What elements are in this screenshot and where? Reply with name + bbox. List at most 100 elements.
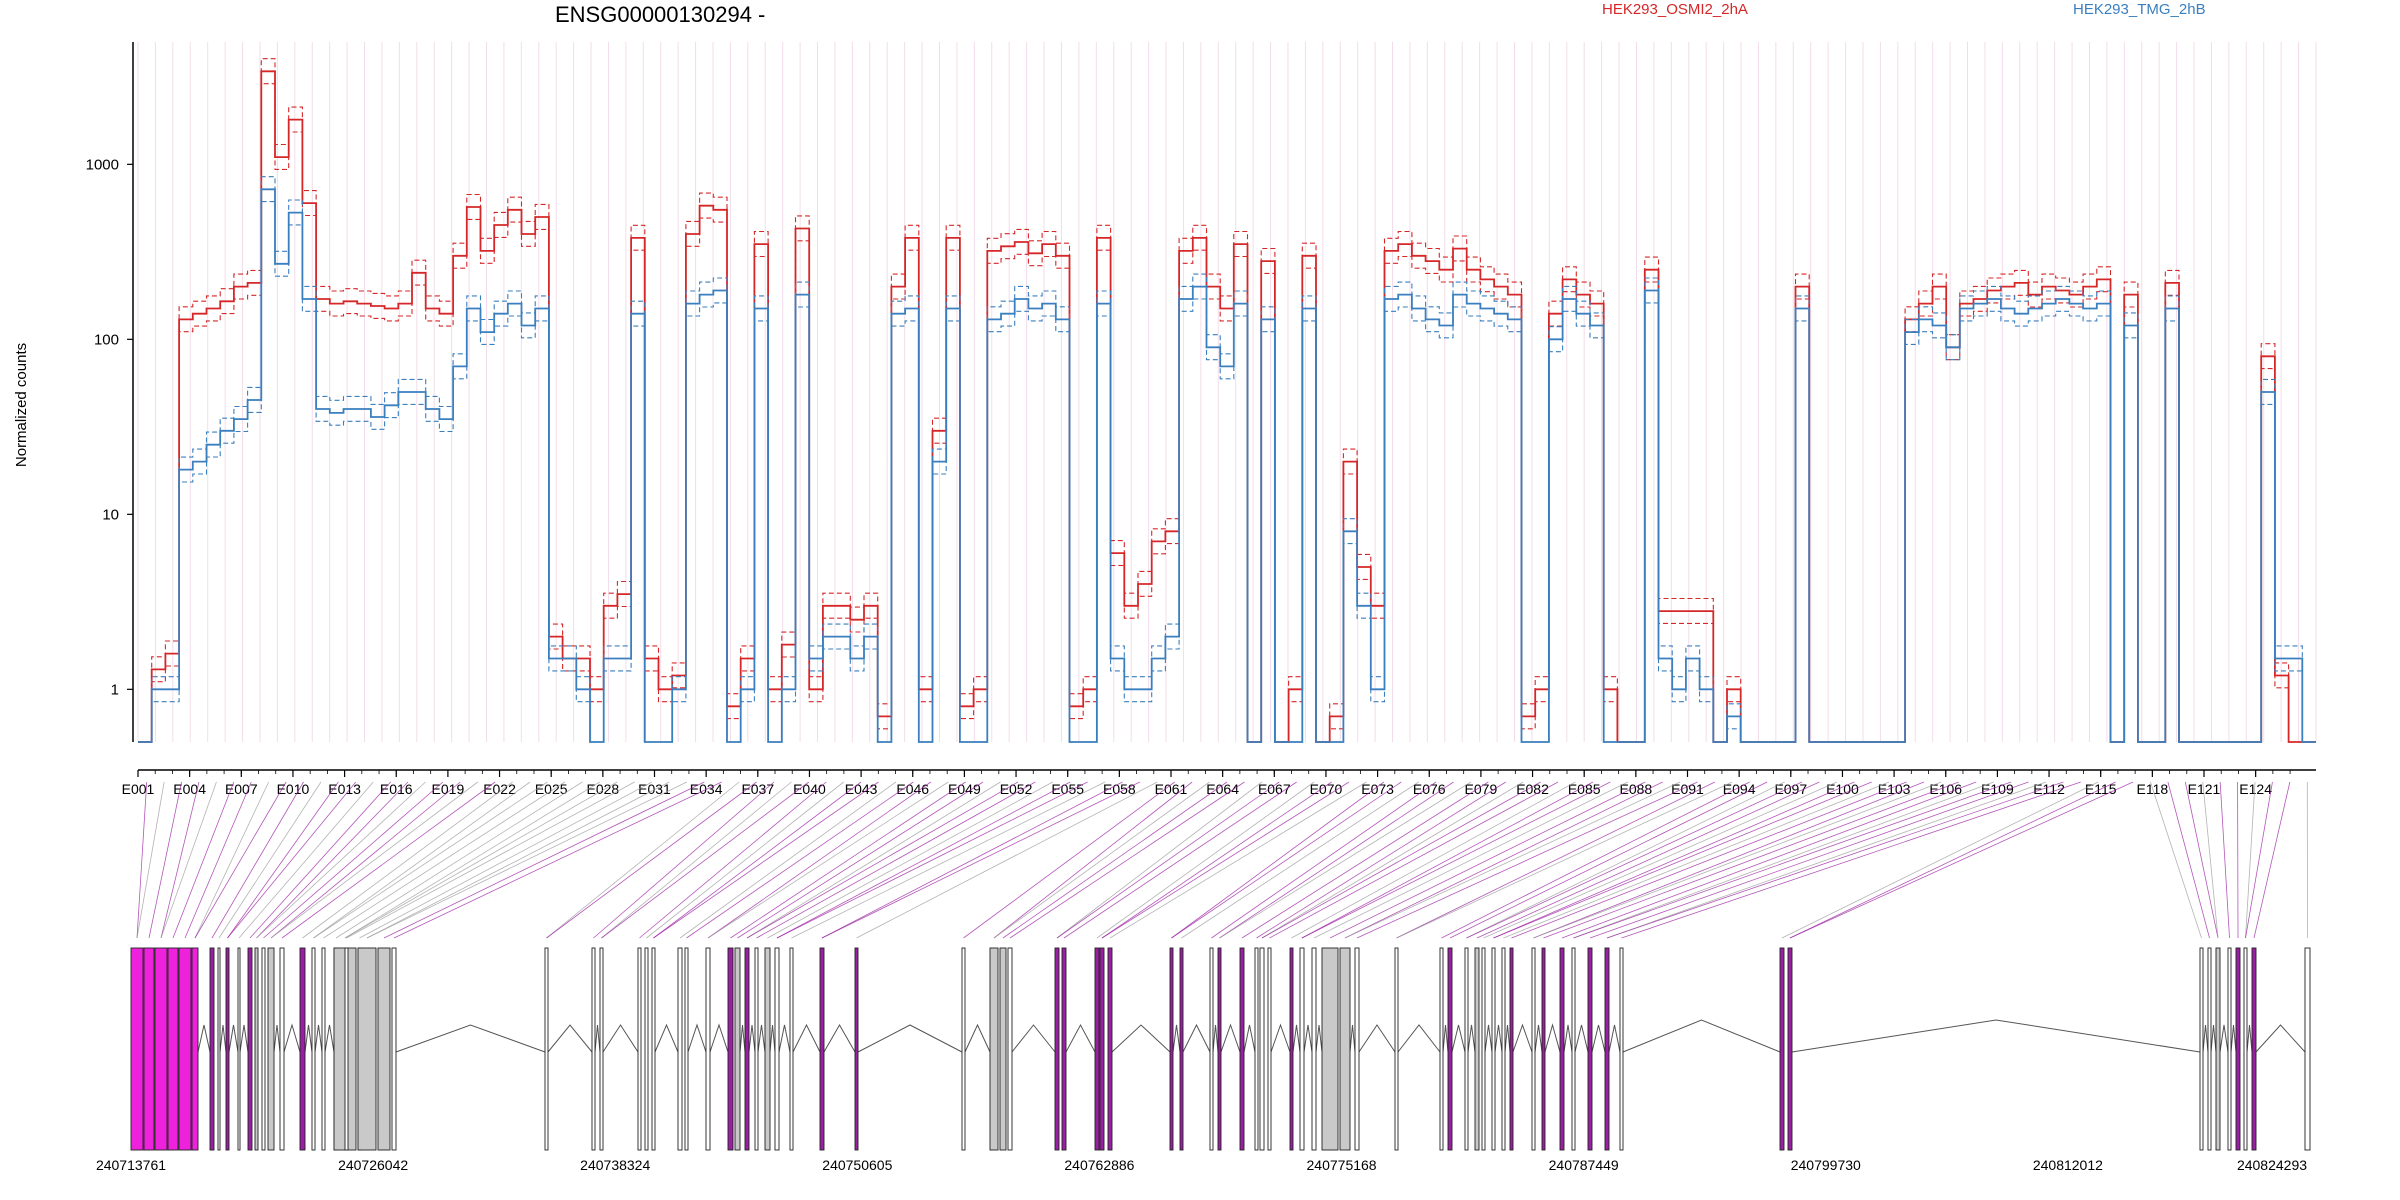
- exon-connector: [393, 781, 722, 939]
- intron-line: [1563, 1024, 1573, 1053]
- exon-label: E037: [741, 781, 774, 797]
- exon-block: [1541, 947, 1546, 1151]
- exon-block: [1394, 947, 1399, 1151]
- exon-block: [1054, 947, 1060, 1151]
- exon-block: [247, 947, 253, 1151]
- exon-connector: [2202, 781, 2219, 939]
- exon-connector: [821, 781, 1141, 939]
- exon-connector: [776, 781, 1088, 939]
- exon-label: E067: [1258, 781, 1291, 797]
- exon-block: [1559, 947, 1565, 1151]
- exon-connector: [1561, 781, 1977, 939]
- exon-connector: [1171, 781, 1385, 939]
- exon-label: E082: [1516, 781, 1549, 797]
- intron-line: [547, 1024, 593, 1053]
- intron-line: [1270, 1023, 1291, 1053]
- exon-label: E103: [1878, 781, 1911, 797]
- intron-line: [1212, 1024, 1219, 1053]
- exon-block: [311, 947, 316, 1151]
- exon-connector: [1781, 781, 2099, 939]
- exon-connector: [1063, 781, 1297, 939]
- exon-block: [705, 947, 711, 1151]
- intron-line: [1534, 1024, 1543, 1053]
- genomic-coordinate: 240726042: [338, 1157, 408, 1173]
- genomic-coordinate: 240787449: [1549, 1157, 1619, 1173]
- exon-connector: [1573, 781, 1994, 939]
- exon-block: [1501, 947, 1506, 1151]
- exon-connector: [653, 781, 879, 939]
- intron-line: [1574, 1024, 1589, 1053]
- exon-block: [167, 947, 179, 1151]
- intron-line: [1397, 1024, 1441, 1053]
- exon-block: [143, 947, 155, 1151]
- exon-connector: [1261, 781, 1524, 939]
- exon-connector: [136, 781, 148, 939]
- exon-block: [279, 947, 285, 1151]
- tmg-series-line-replicate: [138, 176, 2316, 743]
- exon-connector: [707, 781, 949, 939]
- exon-block: [178, 947, 192, 1151]
- exon-label: E061: [1155, 781, 1188, 797]
- intron-line: [2246, 1024, 2253, 1053]
- exon-connector: [1344, 781, 1663, 939]
- exon-connector: [1533, 781, 1942, 939]
- exon-block: [130, 947, 144, 1151]
- exon-block: [1299, 947, 1305, 1151]
- exon-connector: [639, 781, 827, 939]
- exon-block: [1531, 947, 1536, 1151]
- intron-line: [228, 1024, 239, 1053]
- exon-label-row: E001 E004 E007 E010 E013 E016 E019 E022 E025 E028…: [122, 770, 2291, 797]
- exon-block: [1619, 947, 1624, 1151]
- exon-connector: [1329, 781, 1646, 939]
- intron-line: [1243, 1024, 1256, 1053]
- exon-connector: [1301, 781, 1594, 939]
- exon-connector: [791, 781, 1106, 939]
- exon-block: [1587, 947, 1593, 1151]
- exon-block: [1604, 947, 1610, 1151]
- exon-label: E088: [1619, 781, 1652, 797]
- exon-connector: [1313, 781, 1628, 939]
- exon-label: E040: [793, 781, 826, 797]
- exon-connector: [1211, 781, 1437, 939]
- exon-connector: [2253, 781, 2291, 939]
- exon-connector: [1344, 781, 1681, 939]
- genomic-coordinate: 240713761: [96, 1157, 166, 1173]
- exon-block: [1209, 947, 1214, 1151]
- y-tick-label: 10: [102, 506, 119, 523]
- exon-block: [2243, 947, 2248, 1151]
- exon-block: [1787, 947, 1793, 1151]
- exon-block: [1321, 947, 1339, 1151]
- exon-block: [154, 947, 168, 1151]
- intron-line: [1467, 1024, 1476, 1053]
- y-tick-label: 100: [94, 331, 119, 348]
- intron-line: [2210, 1024, 2217, 1053]
- exon-connector: [746, 781, 1001, 939]
- exon-block: [1094, 947, 1100, 1151]
- exon-connector: [1171, 781, 1402, 939]
- intron-line: [792, 1023, 821, 1053]
- exon-connector: [1101, 781, 1332, 939]
- exon-connector: [686, 781, 914, 939]
- exon-connector: [359, 781, 653, 939]
- exon-block: [391, 947, 397, 1151]
- exon-connector: [646, 781, 844, 939]
- intron-line: [1111, 1024, 1171, 1053]
- intron-line: [964, 1023, 991, 1053]
- exon-connector: [1476, 781, 1820, 939]
- intron-line: [687, 1023, 707, 1053]
- exon-label: E019: [432, 781, 465, 797]
- y-tick-label: 1: [111, 681, 119, 698]
- exon-label: E124: [2239, 781, 2272, 797]
- exon-connector: [2245, 781, 2256, 939]
- exon-connector: [1511, 781, 1907, 939]
- legend-tmg: HEK293_TMG_2hB: [2073, 1, 2206, 18]
- exon-block: [1779, 947, 1785, 1151]
- exon-connector: [194, 781, 287, 939]
- genomic-coordinate-labels: 240713761 240726042 240738324 240750605 2407…: [96, 1157, 2307, 1173]
- exon-label: E121: [2188, 781, 2221, 797]
- exon-connector: [756, 781, 1036, 939]
- exon-block: [209, 947, 215, 1151]
- intron-line: [1065, 1023, 1096, 1053]
- exon-block: [1107, 947, 1113, 1151]
- exon-connector: [546, 781, 757, 939]
